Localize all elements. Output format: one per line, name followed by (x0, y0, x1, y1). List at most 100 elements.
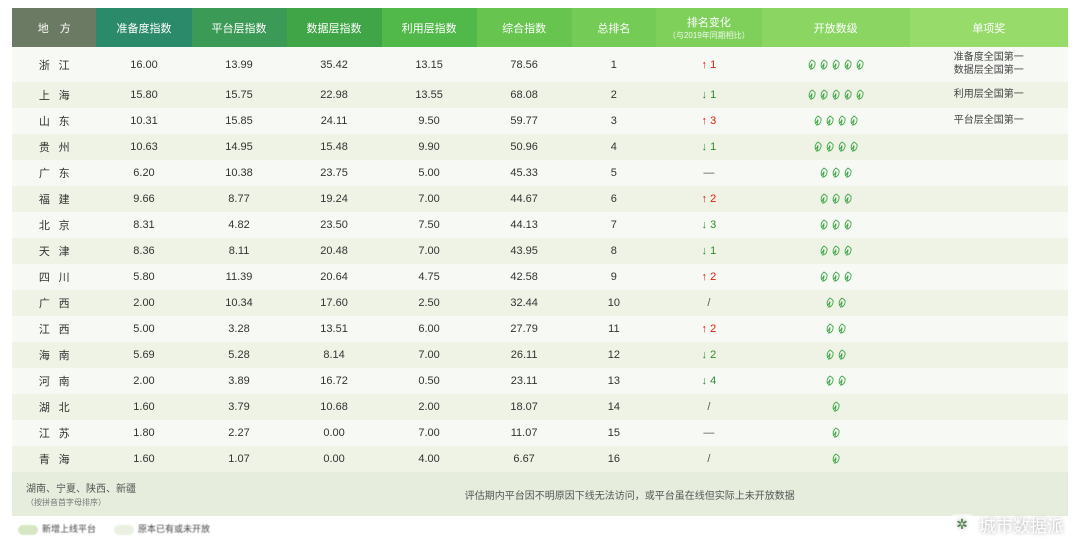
leaf-icon (818, 245, 830, 257)
cell: 3.79 (192, 394, 287, 420)
cell: ↓ 1 (656, 238, 762, 264)
footer-left: 湖南、宁夏、陕西、新疆（按拼音首字母排序） (12, 472, 192, 516)
cell: 7.00 (382, 186, 477, 212)
cell: 16.72 (287, 368, 382, 394)
leaf-icon (824, 141, 836, 153)
cell: 2 (572, 82, 656, 108)
cell (910, 368, 1068, 394)
leaf-icon (842, 219, 854, 231)
cell: 2.00 (96, 290, 191, 316)
leaf-icon (824, 349, 836, 361)
cell: 13.99 (192, 47, 287, 82)
cell: 20.48 (287, 238, 382, 264)
leaf-icon (812, 141, 824, 153)
table-row: 江西5.003.2813.516.0027.7911↑ 2 (12, 316, 1068, 342)
cell: 45.33 (477, 160, 572, 186)
cell: 7.00 (382, 238, 477, 264)
cell: 9.90 (382, 134, 477, 160)
cell: 16 (572, 446, 656, 472)
leaf-icon (824, 375, 836, 387)
header-cell: 准备度指数 (96, 8, 191, 47)
leaf-icon (836, 349, 848, 361)
leaf-icon (836, 323, 848, 335)
cell (910, 238, 1068, 264)
cell: 江苏 (12, 420, 96, 446)
cell: 广西 (12, 290, 96, 316)
cell: 12 (572, 342, 656, 368)
cell: 15.85 (192, 108, 287, 134)
cell: 4 (572, 134, 656, 160)
cell: 14 (572, 394, 656, 420)
cell: 6.67 (477, 446, 572, 472)
leaf-icon (818, 219, 830, 231)
leaf-icon (830, 245, 842, 257)
cell: 2.00 (96, 368, 191, 394)
leaf-icon (818, 167, 830, 179)
cell: 10.63 (96, 134, 191, 160)
table-row: 湖北1.603.7910.682.0018.0714/ (12, 394, 1068, 420)
cell: 7.50 (382, 212, 477, 238)
cell: 5.69 (96, 342, 191, 368)
leaf-icon (842, 59, 854, 71)
cell: 浙江 (12, 47, 96, 82)
table-row: 福建9.668.7719.247.0044.676↑ 2 (12, 186, 1068, 212)
cell: 0.00 (287, 420, 382, 446)
header-cell: 综合指数 (477, 8, 572, 47)
cell: 5.80 (96, 264, 191, 290)
leaf-icon (854, 89, 866, 101)
cell: 山东 (12, 108, 96, 134)
ranking-table: 地 方准备度指数平台层指数数据层指数利用层指数综合指数总排名排名变化（与2019… (12, 8, 1068, 516)
cell: 青海 (12, 446, 96, 472)
cell (762, 420, 910, 446)
leaf-icon (842, 193, 854, 205)
cell: 湖北 (12, 394, 96, 420)
cell: 5.00 (96, 316, 191, 342)
cell (910, 342, 1068, 368)
cell (910, 264, 1068, 290)
leaf-icon (830, 59, 842, 71)
cell (762, 134, 910, 160)
cell: 11.07 (477, 420, 572, 446)
legend: 新增上线平台原本已有或未开放 (12, 522, 1068, 535)
cell (910, 290, 1068, 316)
cell (910, 160, 1068, 186)
cell: 4.75 (382, 264, 477, 290)
cell (762, 394, 910, 420)
cell: 福建 (12, 186, 96, 212)
cell: 8 (572, 238, 656, 264)
cell: 海南 (12, 342, 96, 368)
leaf-icon (830, 427, 842, 439)
table-row: 海南5.695.288.147.0026.1112↓ 2 (12, 342, 1068, 368)
leaf-icon (842, 271, 854, 283)
cell: 18.07 (477, 394, 572, 420)
cell: 2.00 (382, 394, 477, 420)
footer-row: 湖南、宁夏、陕西、新疆（按拼音首字母排序）评估期内平台因不明原因下线无法访问，或… (12, 472, 1068, 516)
leaf-icon (830, 453, 842, 465)
cell (910, 134, 1068, 160)
cell: 7 (572, 212, 656, 238)
header-cell: 开放数级 (762, 8, 910, 47)
cell: 15.80 (96, 82, 191, 108)
cell: 10.31 (96, 108, 191, 134)
leaf-icon (830, 219, 842, 231)
cell: 8.11 (192, 238, 287, 264)
cell: 23.11 (477, 368, 572, 394)
leaf-icon (842, 89, 854, 101)
cell: 50.96 (477, 134, 572, 160)
cell (910, 394, 1068, 420)
cell (910, 186, 1068, 212)
table-row: 天津8.368.1120.487.0043.958↓ 1 (12, 238, 1068, 264)
cell: 43.95 (477, 238, 572, 264)
leaf-icon (830, 271, 842, 283)
cell: 9.50 (382, 108, 477, 134)
cell (762, 264, 910, 290)
cell: 13.51 (287, 316, 382, 342)
cell (910, 212, 1068, 238)
cell: 1.60 (96, 446, 191, 472)
cell: / (656, 290, 762, 316)
cell: 13.55 (382, 82, 477, 108)
cell: 北京 (12, 212, 96, 238)
leaf-icon (824, 323, 836, 335)
table-row: 青海1.601.070.004.006.6716/ (12, 446, 1068, 472)
cell (762, 316, 910, 342)
